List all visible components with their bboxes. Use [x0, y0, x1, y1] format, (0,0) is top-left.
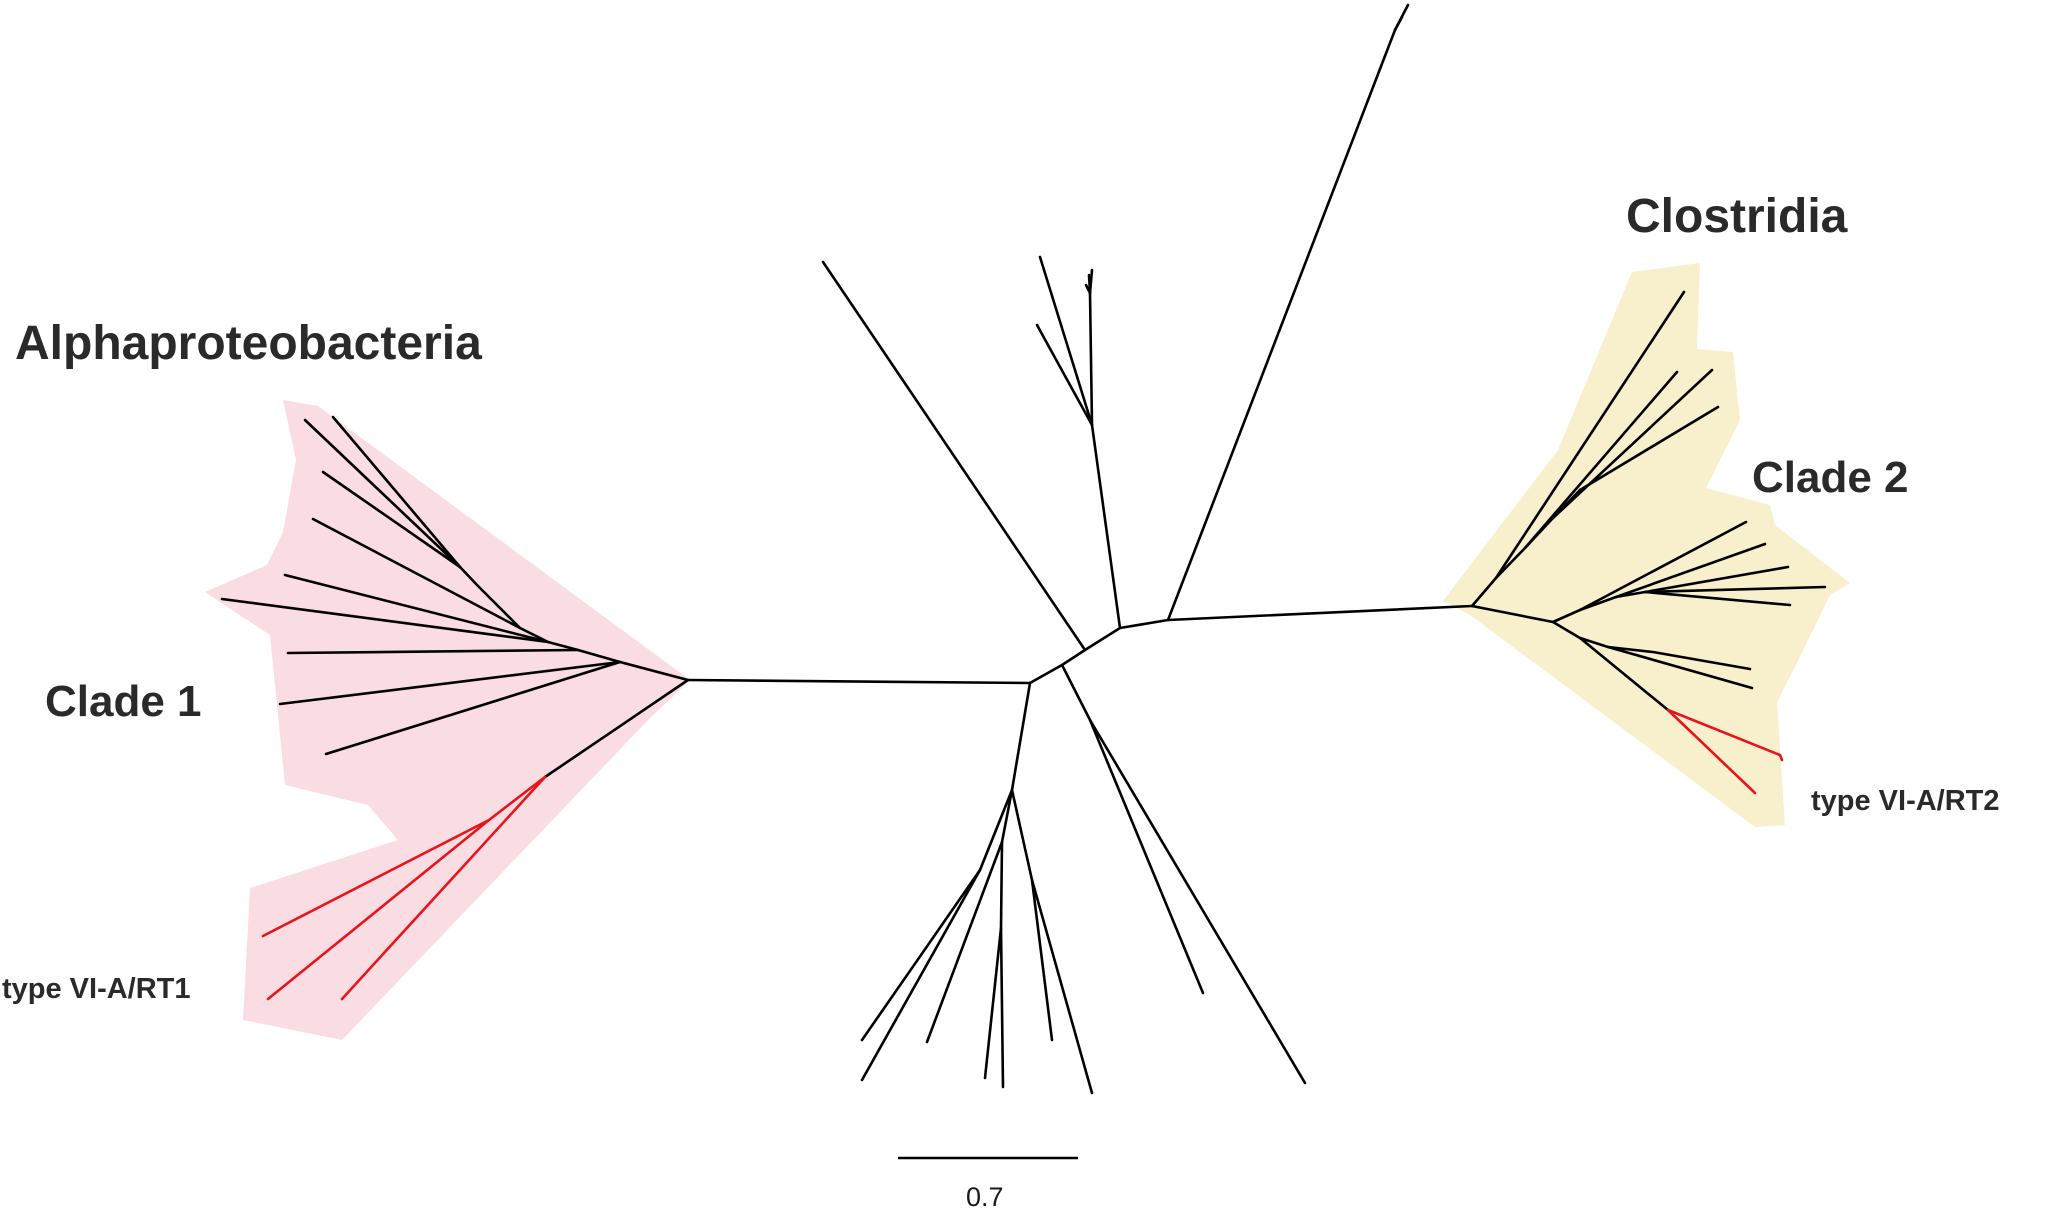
label-type-vi-a-rt1: type VI-A/RT1 [2, 973, 191, 1005]
clade1-shade [205, 400, 690, 1040]
branch-upper-mid [1035, 323, 1094, 427]
leaf-clade1 [303, 418, 462, 569]
scale-bar-value: 0.7 [966, 1182, 1004, 1212]
leaf-clade2 [1578, 520, 1748, 612]
leaf-rt1 [340, 775, 547, 1001]
label-clade-1: Clade 1 [45, 677, 202, 726]
leaf-clade1 [286, 648, 580, 655]
leaf-clade2 [1578, 636, 1670, 712]
leaf-clade2 [1578, 405, 1720, 492]
branch-bottom-stem [1010, 681, 1032, 792]
label-type-vi-a-rt2: type VI-A/RT2 [1811, 785, 2000, 817]
leaf-clade2 [1551, 368, 1714, 520]
leaf-clade2 [1606, 645, 1754, 690]
leaf-clade1 [220, 597, 550, 644]
branch-upper-mid [1038, 255, 1122, 630]
leaf-clade2 [1643, 590, 1792, 607]
branch-bottom [999, 926, 1005, 1089]
label-clostridia: Clostridia [1626, 190, 1848, 243]
leaf-clade2 [1643, 565, 1790, 594]
branch-bottom [860, 868, 982, 1082]
leaf-clade1 [321, 470, 462, 569]
leaf-rt2 [1666, 708, 1757, 795]
branch-upper-long [1393, 15, 1404, 32]
branch-bottom [1030, 878, 1094, 1095]
branch-bottom [1010, 788, 1054, 1042]
branch-rt1-stem [543, 678, 690, 779]
leaf-clade1 [331, 415, 462, 569]
branch-bottom [860, 788, 1014, 1042]
label-clade-2: Clade 2 [1752, 453, 1909, 502]
branch-bottom-right [1060, 663, 1205, 995]
branch-bottom [925, 788, 1014, 1044]
branch-upper-long [1166, 3, 1410, 622]
leaf-clade2 [1643, 585, 1827, 594]
leaf-rt2 [1666, 708, 1784, 762]
leaf-clade2 [1614, 542, 1767, 599]
leaf-clade2 [1523, 370, 1679, 550]
branch-upper-mid [1088, 268, 1094, 295]
label-alphaproteobacteria: Alphaproteobacteria [15, 317, 482, 370]
leaf-clade1 [283, 573, 550, 644]
branch-bottom-right [1088, 718, 1307, 1085]
leaf-clade1 [311, 517, 522, 630]
leaf-clade1 [278, 660, 622, 706]
branch-upper-mid [1087, 273, 1094, 427]
leaf-clade1 [324, 660, 622, 756]
branch-upper-left [821, 260, 1087, 652]
branch-upper-mid [1084, 283, 1092, 295]
leaf-clade2 [1494, 290, 1686, 580]
leaf-rt1 [266, 818, 491, 1001]
